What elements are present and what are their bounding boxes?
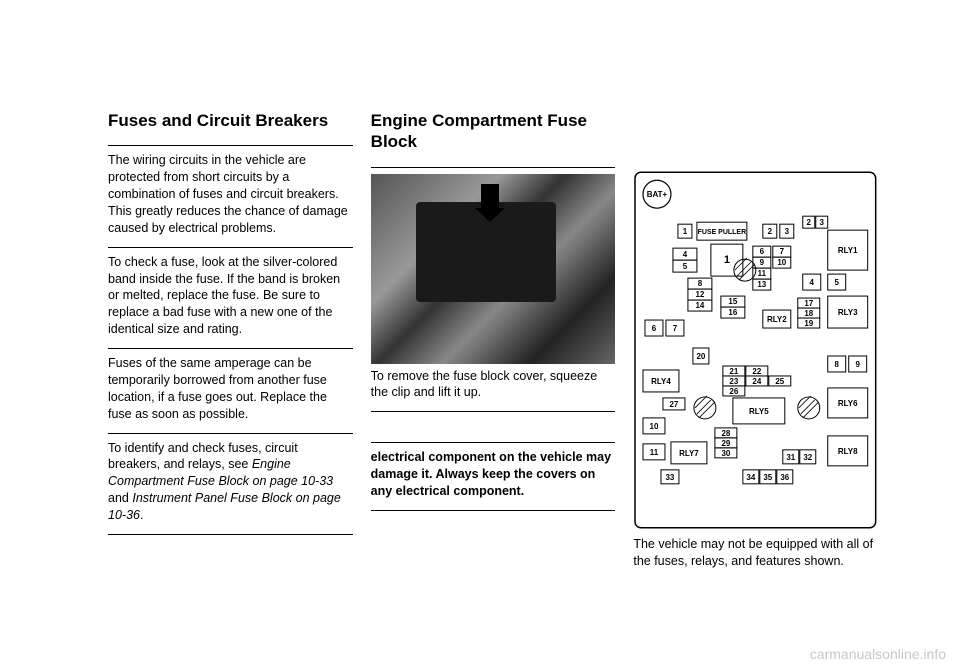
rule xyxy=(108,348,353,349)
column-1: Fuses and Circuit Breakers The wiring ci… xyxy=(108,110,353,574)
svg-text:31: 31 xyxy=(787,453,796,462)
svg-text:16: 16 xyxy=(729,308,738,317)
svg-text:2: 2 xyxy=(768,227,773,236)
diagram-caption: The vehicle may not be equipped with all… xyxy=(633,536,878,570)
svg-text:2: 2 xyxy=(807,218,812,227)
svg-text:RLY5: RLY5 xyxy=(749,407,769,416)
svg-text:6: 6 xyxy=(760,247,765,256)
rule xyxy=(371,167,616,168)
svg-text:RLY8: RLY8 xyxy=(838,447,858,456)
svg-text:RLY7: RLY7 xyxy=(679,449,699,458)
svg-text:BAT+: BAT+ xyxy=(647,190,668,199)
column-3: BAT+ 1 FUSE PULLER 2 3 2 3 4 5 1 6 7 9 1… xyxy=(633,110,878,574)
svg-text:13: 13 xyxy=(758,280,767,289)
svg-text:12: 12 xyxy=(696,290,705,299)
para-check: To check a fuse, look at the silver-colo… xyxy=(108,254,353,338)
svg-text:11: 11 xyxy=(758,269,767,278)
text: and xyxy=(108,491,132,505)
rule xyxy=(371,411,616,412)
para-intro: The wiring circuits in the vehicle are p… xyxy=(108,152,353,236)
svg-text:21: 21 xyxy=(730,367,739,376)
rule xyxy=(108,145,353,146)
svg-text:RLY4: RLY4 xyxy=(651,377,671,386)
svg-text:17: 17 xyxy=(805,299,814,308)
svg-text:7: 7 xyxy=(673,324,678,333)
svg-text:25: 25 xyxy=(776,377,785,386)
svg-text:34: 34 xyxy=(747,473,756,482)
svg-text:5: 5 xyxy=(835,278,840,287)
svg-text:22: 22 xyxy=(753,367,762,376)
svg-text:24: 24 xyxy=(753,377,762,386)
manual-page: Fuses and Circuit Breakers The wiring ci… xyxy=(108,110,878,574)
svg-text:18: 18 xyxy=(805,309,814,318)
svg-text:9: 9 xyxy=(760,258,765,267)
svg-text:RLY1: RLY1 xyxy=(838,246,858,255)
rule xyxy=(108,247,353,248)
arrow-icon xyxy=(481,184,499,210)
svg-text:15: 15 xyxy=(729,297,738,306)
svg-text:3: 3 xyxy=(820,218,825,227)
warning-text: electrical component on the vehicle may … xyxy=(371,449,616,500)
svg-text:9: 9 xyxy=(856,360,861,369)
svg-text:36: 36 xyxy=(781,473,790,482)
watermark: carmanualsonline.info xyxy=(810,646,946,662)
svg-text:1: 1 xyxy=(724,254,730,266)
text: . xyxy=(140,508,143,522)
heading-engine-fuse: Engine Compartment Fuse Block xyxy=(371,110,616,153)
svg-text:29: 29 xyxy=(722,439,731,448)
svg-text:10: 10 xyxy=(650,422,659,431)
svg-text:3: 3 xyxy=(785,227,790,236)
svg-text:8: 8 xyxy=(835,360,840,369)
rule xyxy=(371,442,616,443)
svg-text:20: 20 xyxy=(697,352,706,361)
svg-text:23: 23 xyxy=(730,377,739,386)
svg-text:6: 6 xyxy=(652,324,657,333)
svg-text:33: 33 xyxy=(666,473,675,482)
svg-text:1: 1 xyxy=(683,227,688,236)
column-2: Engine Compartment Fuse Block To remove … xyxy=(371,110,616,574)
heading-fuses: Fuses and Circuit Breakers xyxy=(108,110,353,131)
spacer xyxy=(371,418,616,436)
svg-text:35: 35 xyxy=(764,473,773,482)
para-borrow: Fuses of the same amperage can be tempor… xyxy=(108,355,353,423)
svg-text:FUSE PULLER: FUSE PULLER xyxy=(698,229,747,236)
photo-caption: To remove the fuse block cover, squeeze … xyxy=(371,368,616,402)
fuse-diagram: BAT+ 1 FUSE PULLER 2 3 2 3 4 5 1 6 7 9 1… xyxy=(633,170,878,530)
svg-text:14: 14 xyxy=(696,301,705,310)
rule xyxy=(108,534,353,535)
svg-text:32: 32 xyxy=(804,453,813,462)
svg-text:27: 27 xyxy=(670,400,679,409)
svg-text:11: 11 xyxy=(650,448,659,457)
svg-text:7: 7 xyxy=(780,247,785,256)
svg-text:10: 10 xyxy=(778,258,787,267)
svg-text:4: 4 xyxy=(683,250,688,259)
fuse-block-photo xyxy=(371,174,616,364)
svg-text:26: 26 xyxy=(730,387,739,396)
svg-text:RLY3: RLY3 xyxy=(838,308,858,317)
svg-text:8: 8 xyxy=(698,279,703,288)
rule xyxy=(108,433,353,434)
svg-text:19: 19 xyxy=(805,319,814,328)
svg-text:RLY2: RLY2 xyxy=(767,315,787,324)
svg-text:4: 4 xyxy=(810,278,815,287)
rule xyxy=(371,510,616,511)
svg-text:30: 30 xyxy=(722,449,731,458)
svg-text:RLY6: RLY6 xyxy=(838,399,858,408)
svg-text:5: 5 xyxy=(683,262,688,271)
svg-text:28: 28 xyxy=(722,429,731,438)
para-identify: To identify and check fuses, circuit bre… xyxy=(108,440,353,524)
